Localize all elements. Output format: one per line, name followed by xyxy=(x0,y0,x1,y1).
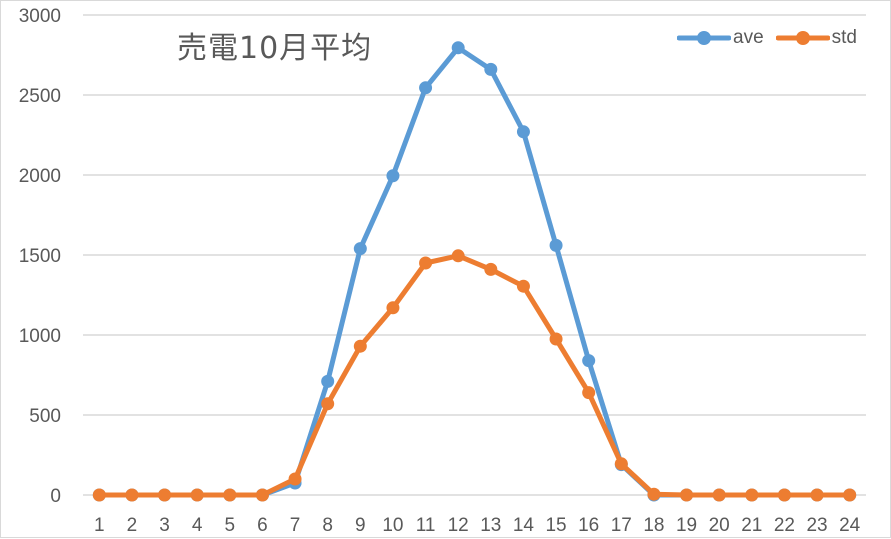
x-tick-label: 22 xyxy=(774,515,795,536)
x-tick-label: 11 xyxy=(416,515,436,536)
data-point xyxy=(712,488,726,502)
data-point xyxy=(190,488,204,502)
data-point xyxy=(158,488,172,502)
y-tick-label: 3000 xyxy=(19,6,61,27)
legend-marker-std-icon xyxy=(775,31,830,45)
x-tick-label: 21 xyxy=(741,515,762,536)
x-tick-label: 6 xyxy=(257,515,268,536)
data-point xyxy=(745,488,759,502)
data-point xyxy=(484,262,498,276)
data-point xyxy=(680,488,694,502)
data-point xyxy=(549,332,563,346)
chart-title: 売電10月平均 xyxy=(177,31,373,66)
y-tick-label: 2000 xyxy=(19,166,61,187)
data-series xyxy=(92,41,857,502)
data-point xyxy=(353,339,367,353)
legend-marker-ave-icon xyxy=(677,31,731,45)
data-point xyxy=(386,169,400,183)
legend-item-std: std xyxy=(775,27,857,49)
x-tick-label: 13 xyxy=(480,515,501,536)
data-point xyxy=(321,374,335,388)
data-point xyxy=(582,386,596,400)
legend-label-std: std xyxy=(831,27,857,48)
data-point xyxy=(125,488,139,502)
x-tick-label: 1 xyxy=(94,515,105,536)
chart-legend: ave std xyxy=(677,27,857,49)
data-point xyxy=(419,81,433,95)
x-tick-label: 7 xyxy=(290,515,301,536)
x-tick-label: 10 xyxy=(382,515,403,536)
data-point xyxy=(451,41,465,55)
x-tick-label: 20 xyxy=(709,515,730,536)
data-point xyxy=(614,457,628,471)
data-point xyxy=(255,488,269,502)
data-point xyxy=(549,238,563,252)
x-tick-label: 8 xyxy=(322,515,333,536)
x-tick-label: 4 xyxy=(192,515,203,536)
data-point xyxy=(451,249,465,263)
series-line xyxy=(96,253,853,498)
series-ave xyxy=(92,41,857,502)
x-tick-label: 5 xyxy=(225,515,236,536)
data-point xyxy=(582,354,596,368)
y-axis: 0 500 1000 1500 2000 2500 3000 xyxy=(19,6,61,507)
y-tick-label: 2500 xyxy=(19,86,61,107)
series-line xyxy=(96,45,853,498)
data-point xyxy=(321,397,335,411)
x-tick-label: 18 xyxy=(643,515,664,536)
data-point xyxy=(777,488,791,502)
series-std xyxy=(92,249,857,502)
data-point xyxy=(516,125,530,139)
x-tick-label: 12 xyxy=(448,515,469,536)
x-tick-label: 23 xyxy=(806,515,827,536)
x-tick-label: 3 xyxy=(159,515,170,536)
x-tick-label: 16 xyxy=(578,515,599,536)
y-tick-label: 500 xyxy=(29,406,61,427)
data-point xyxy=(484,62,498,76)
data-point xyxy=(92,488,106,502)
gridlines xyxy=(83,14,866,496)
data-point xyxy=(288,472,302,486)
data-point xyxy=(223,488,237,502)
data-point xyxy=(516,279,530,293)
y-tick-label: 1500 xyxy=(19,246,61,267)
x-tick-label: 15 xyxy=(545,515,566,536)
data-point xyxy=(810,488,824,502)
x-tick-label: 2 xyxy=(127,515,138,536)
legend-label-ave: ave xyxy=(733,27,764,48)
x-axis: 1 2 3 4 5 6 7 8 9 10 11 12 13 14 15 16 17 18 19 20 21 22 23 24 xyxy=(94,515,861,536)
x-tick-label: 14 xyxy=(513,515,535,536)
x-tick-label: 19 xyxy=(676,515,697,536)
data-point xyxy=(843,488,857,502)
x-tick-label: 24 xyxy=(839,515,861,536)
data-point xyxy=(419,256,433,270)
x-tick-label: 17 xyxy=(611,515,632,536)
y-tick-label: 1000 xyxy=(19,326,61,347)
data-point xyxy=(647,487,661,501)
legend-item-ave: ave xyxy=(677,27,764,49)
data-point xyxy=(386,301,400,315)
data-point xyxy=(353,242,367,256)
x-tick-label: 9 xyxy=(355,515,366,536)
y-tick-label: 0 xyxy=(50,486,61,507)
